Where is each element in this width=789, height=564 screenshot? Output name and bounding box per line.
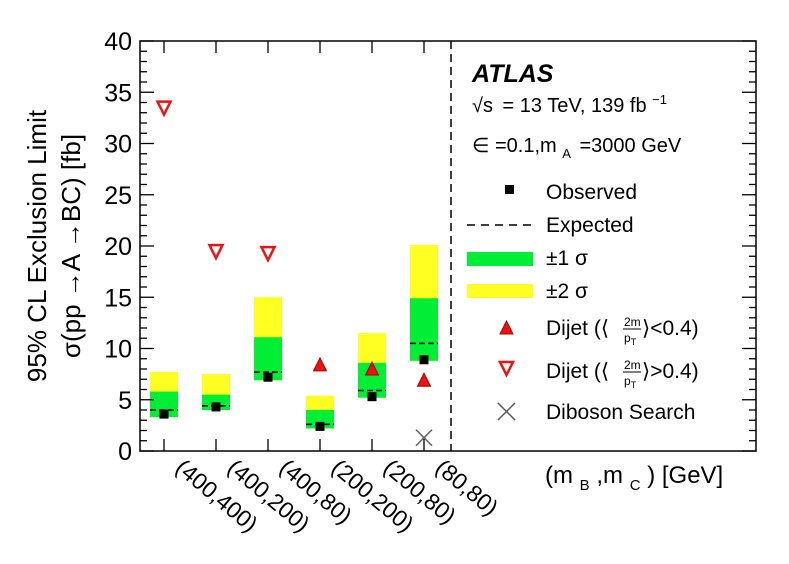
observed-point [159,409,169,419]
sqrt-s-symbol: √s [472,95,493,117]
dijet-high-point [207,243,225,261]
lumi-superscript: −1 [652,92,667,107]
y-tick-label: 5 [118,387,132,415]
observed-point [211,402,221,412]
parameter-sub: A [562,146,571,161]
legend-two-sigma-swatch [467,284,533,298]
y-tick-label: 35 [104,79,132,107]
x-axis-title: (m B ,m C ) [GeV] [545,462,723,496]
diboson-point [415,429,433,447]
dijet-low-point [312,356,328,372]
dijet-high-point [259,245,277,263]
energy-text: = 13 TeV, 139 fb [503,95,647,117]
legend-dijet-low-frac-den-p: p [624,331,631,345]
legend-dijet-low-frac-den: pT [624,331,637,347]
y-tick-label: 20 [104,233,132,261]
observed-point [367,392,377,402]
x-axis-title-sub-c: C [630,477,641,494]
legend-expected-label: Expected [546,214,634,237]
uncertainty-bands [150,244,438,429]
legend-dijet-high-marker [497,360,516,378]
one-sigma-band [410,298,438,361]
legend-dijet-low-marker [499,319,514,335]
parameter-text-1: ∈ =0.1,m [472,135,557,157]
legend-dijet-low-tail: ⟩<0.4) [642,317,699,340]
dijet-high-point [155,100,173,118]
dijet-low-point [364,360,380,376]
legend: Observed Expected ±1 σ ±2 σ Dijet (⟨ 2m … [467,181,699,424]
legend-dijet-low-frac-num: 2m [624,315,641,329]
dijet-low-point [416,372,432,387]
x-axis-title-close: ) [GeV] [647,462,723,489]
legend-diboson-label: Diboson Search [546,401,695,424]
y-tick-label: 30 [104,131,132,159]
legend-dijet-low-text: Dijet (⟨ [546,317,609,340]
x-axis-title-sub-b: B [580,477,590,494]
legend-dijet-high-label: Dijet (⟨ [546,360,609,383]
legend-dijet-high-tail: ⟩>0.4) [642,360,699,383]
parameter-line: ∈ =0.1,m A =3000 GeV [472,135,682,163]
legend-dijet-high-frac-num: 2m [624,358,641,372]
y-tick-label: 15 [104,284,132,312]
energy-line: √s = 13 TeV, 139 fb −1 [472,92,667,117]
observed-point [419,355,429,365]
y-axis-title-line1: 95% CL Exclusion Limit [22,109,52,382]
legend-two-sigma-label: ±2 σ [546,280,588,303]
legend-dijet-high-frac-den-sub: T [631,380,637,390]
legend-one-sigma-label: ±1 σ [546,247,588,270]
data-markers [150,100,438,447]
legend-dijet-low-label: Dijet (⟨ [546,317,609,340]
legend-dijet-high-text: Dijet (⟨ [546,360,609,383]
observed-point [315,421,325,431]
y-tick-label: 25 [104,182,132,210]
y-axis: 0 5 10 15 20 25 30 35 40 [104,28,756,466]
x-axis-title-open: (m [545,462,573,489]
legend-dijet-low-frac-den-sub: T [631,337,637,347]
x-axis: (400,400)(400,200)(400,80)(200,200)(200,… [163,41,503,537]
legend-dijet-high-frac-den: pT [624,374,637,390]
observed-point [263,372,273,382]
experiment-label: ATLAS [471,60,554,88]
y-axis-title-line2: σ(pp →A →BC) [fb] [56,134,86,358]
y-tick-label: 0 [118,438,132,466]
legend-dijet-high-frac-den-p: p [624,374,631,388]
x-axis-title-mid: ,m [596,462,623,489]
legend-one-sigma-swatch [467,252,533,266]
parameter-text-2: =3000 GeV [579,135,681,157]
y-axis-title: 95% CL Exclusion Limit σ(pp →A →BC) [fb] [22,109,86,382]
y-tick-label: 10 [104,336,132,364]
legend-diboson-marker [497,402,516,421]
diboson-point-stroke [415,429,433,447]
legend-observed-marker [505,185,514,194]
y-tick-label: 40 [104,28,132,56]
legend-observed-label: Observed [546,181,637,204]
